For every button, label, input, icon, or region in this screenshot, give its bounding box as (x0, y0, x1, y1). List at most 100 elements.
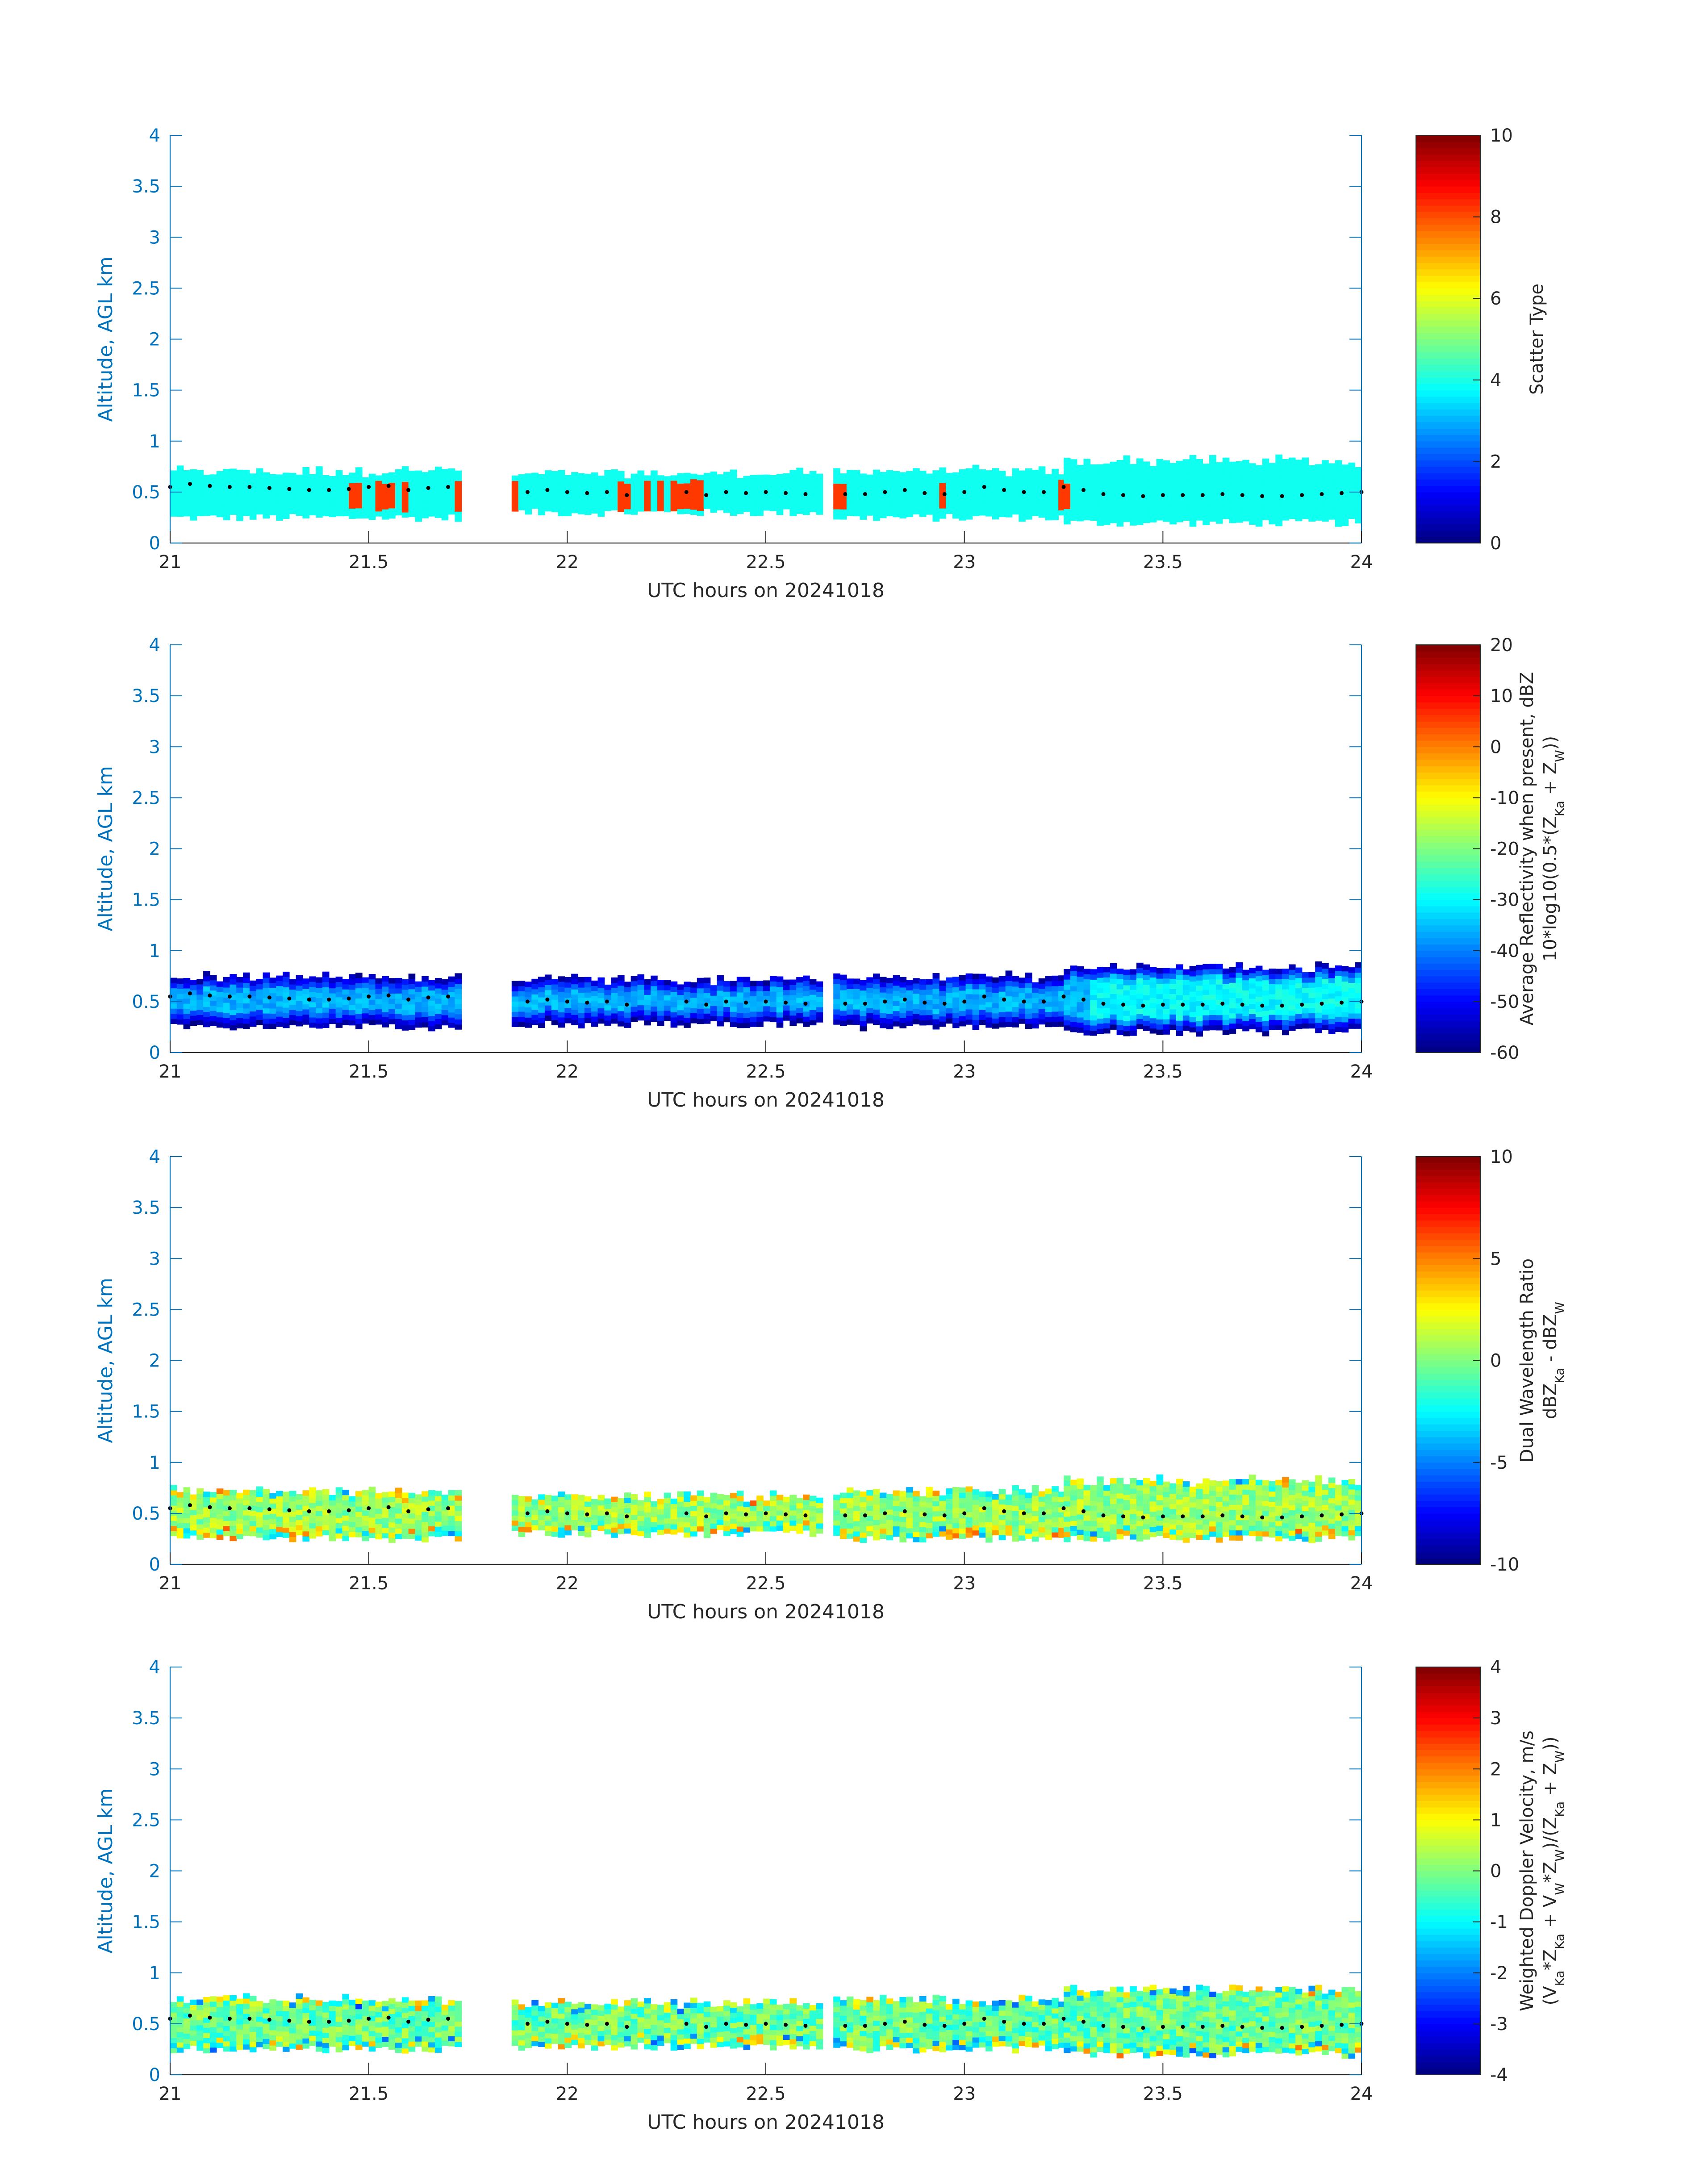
heatmap-cell (1295, 500, 1303, 506)
heatmap-cell (979, 1512, 986, 1517)
colorbar-frame (1416, 135, 1481, 543)
heatmap-cell (952, 977, 960, 982)
heatmap-cell (1335, 986, 1342, 991)
heatmap-cell (926, 1497, 933, 1503)
heatmap-cell (1103, 1500, 1111, 1506)
overlay-point (1340, 491, 1344, 495)
heatmap-cell (1196, 510, 1203, 516)
heatmap-cell (624, 1007, 631, 1013)
heatmap-cell (1038, 512, 1046, 518)
heatmap-cell (846, 989, 854, 994)
heatmap-cell (651, 501, 658, 507)
heatmap-cell (1149, 497, 1157, 502)
heatmap-cell (913, 468, 920, 474)
heatmap-cell (1123, 1010, 1130, 1016)
heatmap-cell (840, 1005, 847, 1011)
heatmap-cell (873, 1514, 880, 1520)
heatmap-cell (1116, 465, 1124, 471)
heatmap-cell (803, 1011, 810, 1017)
colorbar-swatch (1416, 192, 1480, 200)
heatmap-cell (216, 1514, 224, 1520)
heatmap-cell (558, 1022, 565, 1028)
heatmap-cell (1012, 478, 1019, 484)
heatmap-cell (531, 1020, 539, 1025)
heatmap-cell (1070, 1011, 1077, 1017)
heatmap-cell (1249, 509, 1256, 515)
heatmap-cell (531, 1504, 539, 1510)
heatmap-cell (170, 1515, 177, 1521)
heatmap-cell (434, 502, 442, 508)
heatmap-cell (216, 1524, 224, 1530)
colorbar-swatch (1416, 256, 1480, 263)
heatmap-cell (342, 984, 349, 990)
heatmap-cell (1077, 971, 1084, 977)
heatmap-cell (853, 1014, 860, 1020)
heatmap-cell (1090, 1516, 1097, 1521)
heatmap-cell (428, 980, 435, 986)
heatmap-cell (243, 470, 250, 476)
heatmap-cell (1282, 484, 1289, 490)
heatmap-cell (1222, 989, 1230, 994)
colorbar-swatch (1416, 371, 1480, 378)
heatmap-cell (249, 990, 257, 996)
heatmap-cell (1203, 1015, 1210, 1020)
heatmap-cell (670, 1524, 678, 1530)
heatmap-cell (176, 511, 184, 517)
heatmap-cell (1348, 498, 1355, 504)
heatmap-cell (196, 500, 204, 506)
heatmap-cell (1328, 504, 1336, 510)
heatmap-cell (1315, 971, 1322, 977)
heatmap-cell (906, 1492, 913, 1498)
heatmap-cell (322, 1489, 330, 1495)
heatmap-cell (455, 1525, 462, 1531)
heatmap-cell (263, 1489, 270, 1495)
heatmap-cell (375, 1534, 383, 1540)
heatmap-cell (322, 971, 330, 977)
heatmap-cell (302, 502, 309, 509)
heatmap-cell (1335, 516, 1342, 522)
heatmap-cell (1012, 1495, 1019, 1501)
heatmap-cell (1123, 506, 1130, 512)
heatmap-cell (1209, 1025, 1216, 1031)
heatmap-cell (710, 1011, 718, 1016)
heatmap-cell (644, 506, 651, 512)
heatmap-cell (763, 995, 770, 1001)
heatmap-cell (296, 1021, 303, 1027)
heatmap-cell (1176, 974, 1183, 980)
heatmap-cell (1203, 519, 1210, 525)
heatmap-cell (1116, 516, 1124, 522)
heatmap-cell (803, 510, 810, 515)
y-tick-label: 2 (149, 839, 160, 860)
heatmap-cell (1143, 1015, 1150, 1021)
heatmap-cell (382, 1011, 389, 1017)
heatmap-cell (723, 1515, 731, 1521)
heatmap-cell (256, 1004, 263, 1010)
heatmap-cell (1322, 1014, 1329, 1020)
heatmap-cell (316, 992, 323, 998)
heatmap-cell (769, 986, 777, 992)
heatmap-cell (349, 974, 356, 980)
heatmap-cell (1123, 995, 1130, 1001)
heatmap-cell (789, 475, 797, 481)
heatmap-cell (611, 1018, 618, 1024)
heatmap-cell (302, 482, 309, 488)
heatmap-cell (624, 1503, 631, 1508)
heatmap-cell (434, 487, 442, 493)
heatmap-cell (329, 978, 336, 983)
heatmap-cell (441, 515, 449, 521)
heatmap-cell (1012, 489, 1019, 494)
heatmap-cell (809, 994, 817, 1000)
heatmap-cell (1255, 480, 1263, 486)
heatmap-cell (1083, 1030, 1091, 1036)
colorbar-swatch (1416, 995, 1480, 1002)
heatmap-cell (604, 984, 611, 990)
heatmap-cell (644, 1502, 651, 1508)
heatmap-cell (959, 1488, 966, 1493)
heatmap-cell (717, 1509, 724, 1515)
heatmap-cell (809, 1010, 817, 1015)
heatmap-cell (335, 495, 343, 501)
heatmap-cell (415, 496, 422, 501)
heatmap-cell (302, 467, 309, 473)
heatmap-cell (203, 1512, 210, 1517)
heatmap-cell (631, 1504, 638, 1510)
